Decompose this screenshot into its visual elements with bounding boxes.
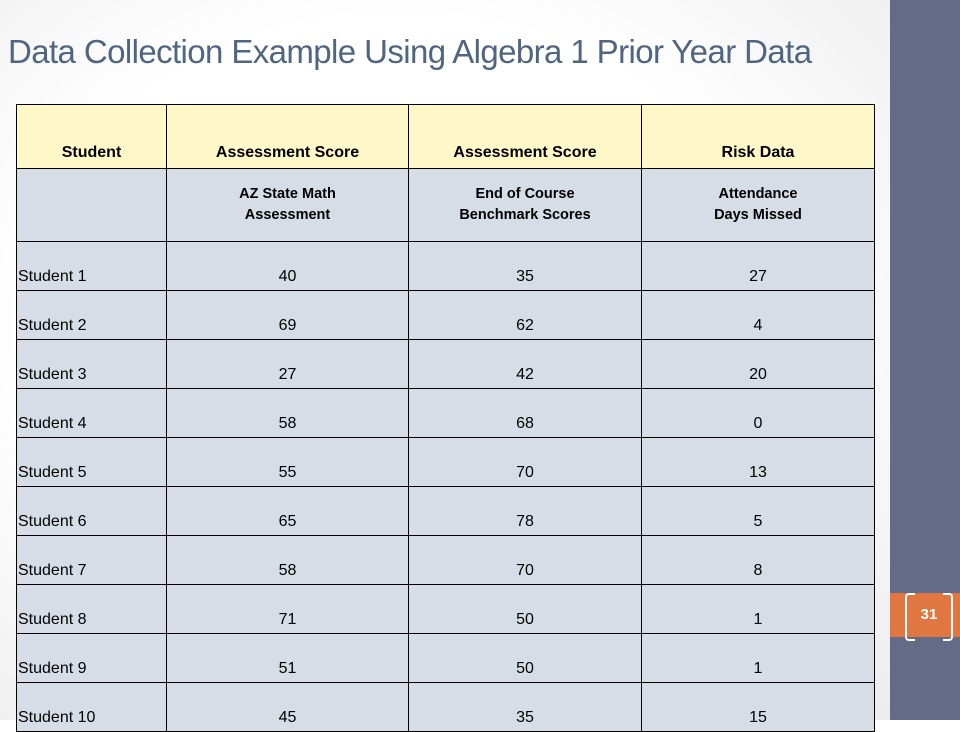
score-cell: 58 [166, 388, 409, 438]
score-cell: 70 [408, 437, 642, 487]
table-header-row: Student Assessment Score Assessment Scor… [16, 104, 875, 169]
student-name-cell: Student 2 [16, 290, 167, 340]
column-header: Student [16, 104, 167, 169]
score-cell: 71 [166, 584, 409, 634]
score-cell: 78 [408, 486, 642, 536]
table-row: Student 5 55 70 13 [16, 437, 875, 487]
student-name-cell: Student 1 [16, 241, 167, 291]
table-row: Student 10 45 35 15 [16, 682, 875, 732]
score-cell: 0 [641, 388, 875, 438]
subheader-line: Assessment [244, 207, 331, 223]
score-cell: 55 [166, 437, 409, 487]
score-cell: 51 [166, 633, 409, 683]
score-cell: 42 [408, 339, 642, 389]
score-cell: 69 [166, 290, 409, 340]
table-row: Student 1 40 35 27 [16, 241, 875, 291]
score-cell: 27 [166, 339, 409, 389]
column-header: Assessment Score [408, 104, 642, 169]
student-name-cell: Student 9 [16, 633, 167, 683]
column-header: Assessment Score [166, 104, 409, 169]
table-row: Student 7 58 70 8 [16, 535, 875, 585]
score-cell: 40 [166, 241, 409, 291]
student-name-cell: Student 8 [16, 584, 167, 634]
right-bracket-icon [943, 593, 953, 641]
score-cell: 5 [641, 486, 875, 536]
score-cell: 27 [641, 241, 875, 291]
slide-title: Data Collection Example Using Algebra 1 … [8, 33, 812, 70]
table-row: Student 9 51 50 1 [16, 633, 875, 683]
score-cell: 70 [408, 535, 642, 585]
left-bracket-icon [905, 593, 915, 641]
score-cell: 13 [641, 437, 875, 487]
column-subheader: Attendance Days Missed [641, 168, 875, 242]
subheader-line: Attendance [718, 185, 798, 202]
subheader-line: Benchmark Scores [459, 207, 591, 223]
page-number-frame: 31 [905, 593, 953, 641]
score-cell: 1 [641, 633, 875, 683]
score-cell: 45 [166, 682, 409, 732]
score-cell: 50 [408, 633, 642, 683]
score-cell: 20 [641, 339, 875, 389]
table-subheader-row: AZ State Math Assessment End of Course B… [16, 168, 875, 242]
table-body: Student 1 40 35 27 Student 2 69 62 4 Student 3 27… [16, 241, 875, 732]
score-cell: 4 [641, 290, 875, 340]
score-cell: 68 [408, 388, 642, 438]
table-row: Student 4 58 68 0 [16, 388, 875, 438]
score-cell: 50 [408, 584, 642, 634]
student-name-cell: Student 6 [16, 486, 167, 536]
score-cell: 8 [641, 535, 875, 585]
column-header: Risk Data [641, 104, 875, 169]
score-cell: 35 [408, 241, 642, 291]
page-number-tab [890, 593, 960, 637]
subheader-line: Days Missed [714, 207, 802, 223]
table-row: Student 3 27 42 20 [16, 339, 875, 389]
score-cell: 15 [641, 682, 875, 732]
table-row: Student 2 69 62 4 [16, 290, 875, 340]
column-subheader: End of Course Benchmark Scores [408, 168, 642, 242]
subheader-line: AZ State Math [239, 185, 336, 202]
table-row: Student 8 71 50 1 [16, 584, 875, 634]
subheader-line: End of Course [475, 185, 575, 202]
student-name-cell: Student 3 [16, 339, 167, 389]
student-name-cell: Student 7 [16, 535, 167, 585]
table-row: Student 6 65 78 5 [16, 486, 875, 536]
score-cell: 58 [166, 535, 409, 585]
score-cell: 1 [641, 584, 875, 634]
data-table: Student Assessment Score Assessment Scor… [16, 104, 875, 732]
column-subheader [16, 168, 167, 242]
page-number: 31 [920, 606, 938, 623]
score-cell: 35 [408, 682, 642, 732]
student-name-cell: Student 5 [16, 437, 167, 487]
student-name-cell: Student 4 [16, 388, 167, 438]
score-cell: 62 [408, 290, 642, 340]
student-name-cell: Student 10 [16, 682, 167, 732]
column-subheader: AZ State Math Assessment [166, 168, 409, 242]
score-cell: 65 [166, 486, 409, 536]
